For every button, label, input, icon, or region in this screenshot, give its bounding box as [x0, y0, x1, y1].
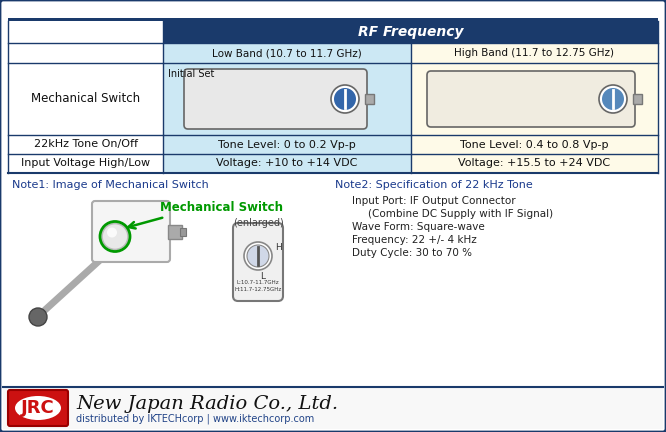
Text: H:11.7-12.75GHz: H:11.7-12.75GHz	[234, 287, 282, 292]
Text: RF Frequency: RF Frequency	[358, 25, 464, 39]
Text: Wave Form: Square-wave: Wave Form: Square-wave	[352, 222, 485, 232]
Text: Mechanical Switch: Mechanical Switch	[31, 92, 140, 105]
Circle shape	[247, 245, 269, 267]
Text: Tone Level: 0 to 0.2 Vp-p: Tone Level: 0 to 0.2 Vp-p	[218, 140, 356, 149]
Circle shape	[102, 223, 128, 250]
Bar	[163, 43, 411, 63]
Circle shape	[331, 85, 359, 113]
Bar	[8, 63, 163, 135]
FancyBboxPatch shape	[92, 201, 170, 262]
Text: Note1: Image of Mechanical Switch: Note1: Image of Mechanical Switch	[12, 180, 208, 190]
Bar	[3, 387, 663, 429]
Text: L: L	[260, 272, 266, 281]
Bar	[411, 154, 658, 173]
Text: (enlarged): (enlarged)	[232, 218, 283, 228]
Text: JRC: JRC	[21, 399, 55, 417]
Bar	[411, 63, 658, 135]
Text: Mechanical Switch: Mechanical Switch	[160, 201, 283, 214]
Bar	[8, 21, 163, 43]
Bar	[163, 154, 411, 173]
Text: Initial Set: Initial Set	[168, 69, 214, 79]
Bar	[168, 225, 182, 238]
Text: H: H	[275, 244, 282, 252]
Bar	[163, 135, 411, 154]
Bar	[365, 94, 374, 104]
Bar	[633, 94, 642, 104]
Circle shape	[29, 308, 47, 326]
Bar	[180, 228, 186, 235]
Text: Tone Level: 0.4 to 0.8 Vp-p: Tone Level: 0.4 to 0.8 Vp-p	[460, 140, 609, 149]
Text: New Japan Radio Co., Ltd.: New Japan Radio Co., Ltd.	[76, 395, 338, 413]
Circle shape	[244, 242, 272, 270]
FancyBboxPatch shape	[427, 71, 635, 127]
Circle shape	[602, 88, 624, 110]
Ellipse shape	[15, 396, 61, 420]
Bar	[163, 63, 411, 135]
Circle shape	[334, 88, 356, 110]
FancyBboxPatch shape	[233, 223, 283, 301]
Text: (Combine DC Supply with IF Signal): (Combine DC Supply with IF Signal)	[368, 209, 553, 219]
Text: L:10.7-11.7GHz: L:10.7-11.7GHz	[236, 280, 279, 285]
Text: Duty Cycle: 30 to 70 %: Duty Cycle: 30 to 70 %	[352, 248, 472, 258]
Text: Voltage: +15.5 to +24 VDC: Voltage: +15.5 to +24 VDC	[458, 159, 611, 168]
Text: Frequency: 22 +/- 4 kHz: Frequency: 22 +/- 4 kHz	[352, 235, 477, 245]
FancyBboxPatch shape	[8, 390, 68, 426]
Bar	[411, 135, 658, 154]
Circle shape	[107, 228, 117, 238]
Bar	[411, 43, 658, 63]
Text: Voltage: +10 to +14 VDC: Voltage: +10 to +14 VDC	[216, 159, 358, 168]
Text: Low Band (10.7 to 11.7 GHz): Low Band (10.7 to 11.7 GHz)	[212, 48, 362, 58]
Text: distributed by IKTECHcorp | www.iktechcorp.com: distributed by IKTECHcorp | www.iktechco…	[76, 414, 314, 425]
Bar	[8, 154, 163, 173]
Text: 22kHz Tone On/Off: 22kHz Tone On/Off	[33, 140, 137, 149]
Bar	[8, 43, 163, 63]
Circle shape	[599, 85, 627, 113]
Bar	[8, 135, 163, 154]
Text: Input Voltage High/Low: Input Voltage High/Low	[21, 159, 150, 168]
Text: Note2: Specification of 22 kHz Tone: Note2: Specification of 22 kHz Tone	[335, 180, 533, 190]
Text: Input Port: IF Output Connector: Input Port: IF Output Connector	[352, 196, 515, 206]
FancyBboxPatch shape	[184, 69, 367, 129]
Text: High Band (11.7 to 12.75 GHz): High Band (11.7 to 12.75 GHz)	[454, 48, 615, 58]
Bar	[163, 21, 658, 43]
Bar	[8, 18, 658, 21]
